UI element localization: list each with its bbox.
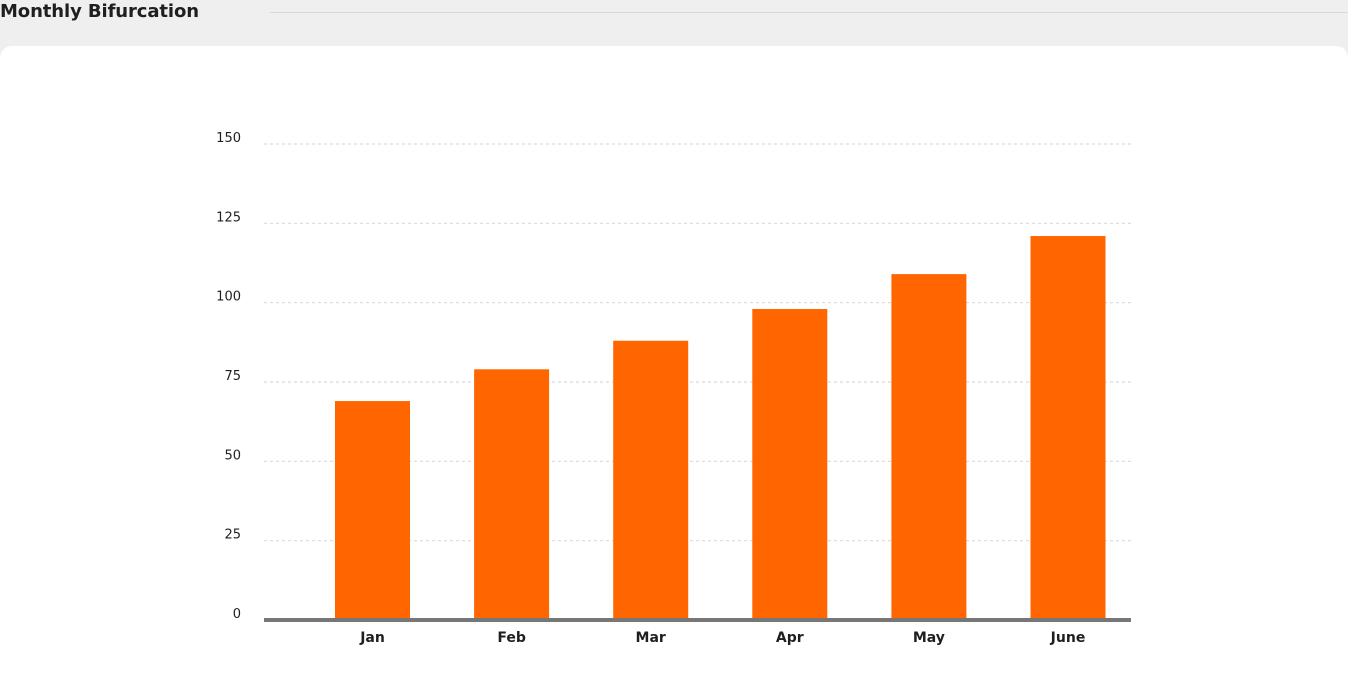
x-axis-ticks: Jan Feb Mar Apr May June [359, 630, 1085, 646]
bar-mar[interactable] [613, 340, 689, 620]
title-divider [270, 12, 1348, 13]
x-tick-label: Apr [776, 630, 804, 646]
y-tick-label: 100 [216, 290, 241, 305]
x-tick-label: June [1050, 630, 1086, 646]
bar-apr[interactable] [752, 309, 828, 620]
section-title: Monthly Bifurcation [0, 1, 199, 22]
bar-jan[interactable] [335, 401, 410, 620]
y-tick-label: 50 [224, 448, 241, 463]
bar-may[interactable] [891, 274, 967, 620]
y-axis-ticks: 0 25 50 75 100 125 150 [216, 131, 241, 622]
y-tick-label: 150 [216, 131, 241, 146]
x-tick-label: May [913, 630, 945, 646]
x-tick-label: Jan [359, 630, 385, 646]
y-tick-label: 0 [233, 607, 241, 622]
y-tick-label: 125 [216, 210, 241, 225]
bars [335, 236, 1106, 620]
section-header: Monthly Bifurcation [0, 0, 1348, 30]
y-tick-label: 25 [224, 528, 241, 543]
x-tick-label: Feb [497, 630, 526, 646]
x-tick-label: Mar [636, 630, 666, 646]
bar-feb[interactable] [474, 369, 550, 620]
y-tick-label: 75 [224, 369, 241, 384]
bar-june[interactable] [1030, 236, 1106, 620]
